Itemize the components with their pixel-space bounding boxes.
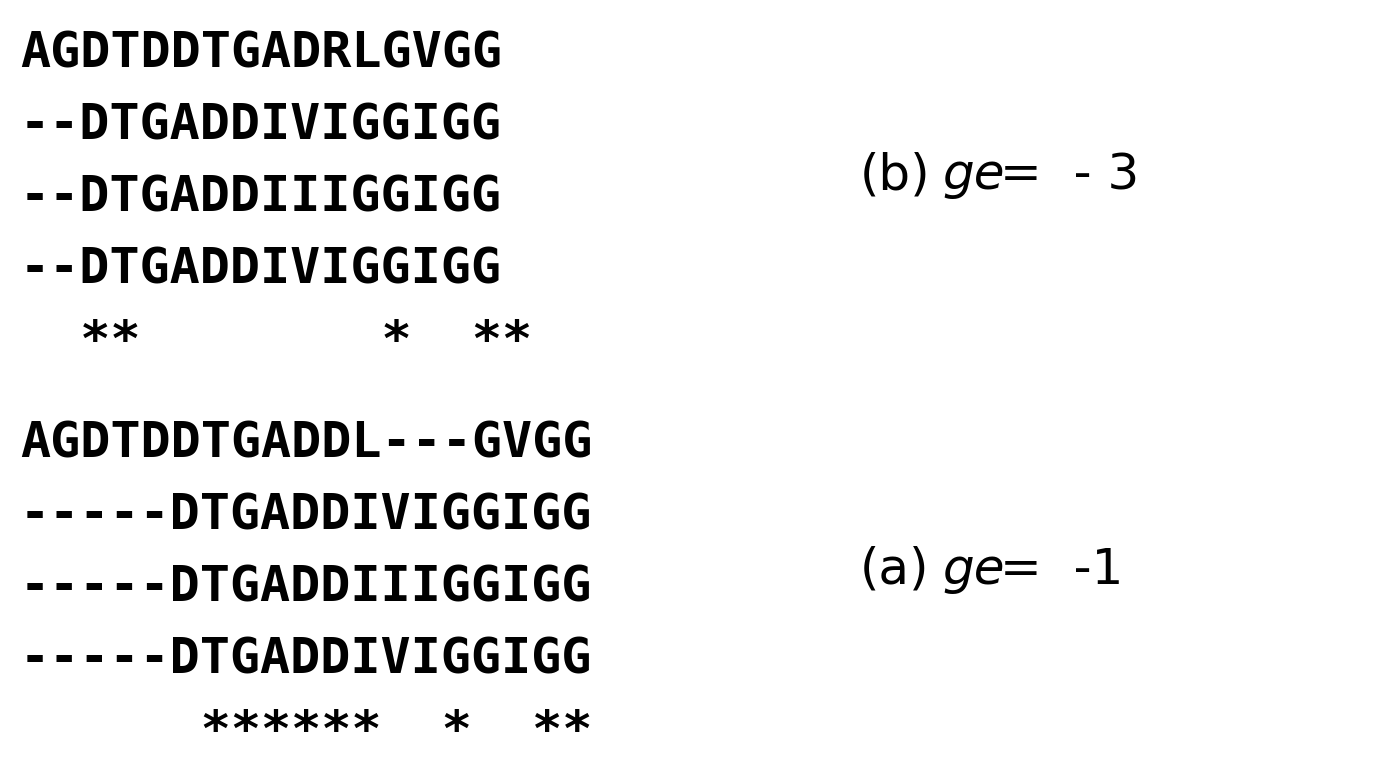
Text: -----DTGADDIIIGGIGG: -----DTGADDIIIGGIGG <box>21 564 593 612</box>
Text: ge: ge <box>943 151 1005 199</box>
Text: AGDTDDTGADRLGVGG: AGDTDDTGADRLGVGG <box>21 30 502 78</box>
Text: ge: ge <box>943 546 1005 594</box>
Text: (a): (a) <box>860 546 930 594</box>
Text: --DTGADDIIIGGIGG: --DTGADDIIIGGIGG <box>21 174 502 222</box>
Text: =  -1: = -1 <box>1000 546 1123 594</box>
Text: --DTGADDIVIGGIGG: --DTGADDIVIGGIGG <box>21 102 502 150</box>
Text: -----DTGADDIVIGGIGG: -----DTGADDIVIGGIGG <box>21 636 593 684</box>
Text: --DTGADDIVIGGIGG: --DTGADDIVIGGIGG <box>21 246 502 294</box>
Text: AGDTDDTGADDL---GVGG: AGDTDDTGADDL---GVGG <box>21 420 593 468</box>
Text: ******  *  **: ****** * ** <box>21 708 593 756</box>
Text: =  - 3: = - 3 <box>1000 151 1140 199</box>
Text: **        *  **: ** * ** <box>21 318 532 366</box>
Text: (b): (b) <box>860 151 930 199</box>
Text: -----DTGADDIVIGGIGG: -----DTGADDIVIGGIGG <box>21 492 593 540</box>
